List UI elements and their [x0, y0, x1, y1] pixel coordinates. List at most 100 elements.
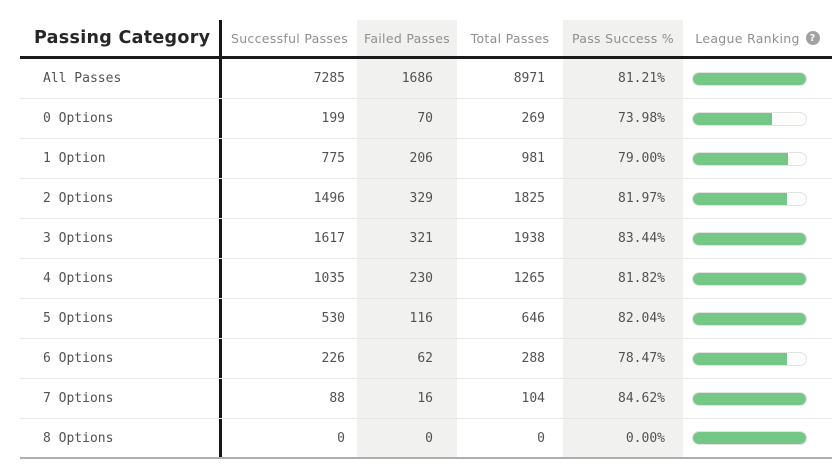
- row-successful-passes: 1617: [313, 231, 345, 246]
- league-ranking-bar-track: [692, 191, 807, 206]
- row-failed-passes: 230: [357, 259, 457, 298]
- row-pass-success-pct: 73.98%: [563, 99, 683, 138]
- row-successful-passes: 88: [329, 391, 345, 406]
- col-header-pass-success-pct: Pass Success %: [563, 20, 683, 56]
- row-total-passes: 646: [521, 311, 545, 326]
- row-successful-passes: 1496: [313, 191, 345, 206]
- row-total-passes: 1938: [513, 231, 545, 246]
- row-category: 7 Options: [20, 379, 222, 418]
- row-total-passes: 1265: [513, 271, 545, 286]
- table-row: 7 Options 88 16 104 84.62%: [20, 379, 832, 419]
- row-pass-success-pct: 81.21%: [563, 59, 683, 98]
- row-pass-success-pct: 81.97%: [563, 179, 683, 218]
- league-ranking-bar-fill: [693, 392, 806, 405]
- row-successful-passes: 530: [321, 311, 345, 326]
- row-total-passes: 1825: [513, 191, 545, 206]
- row-league-ranking-cell: [683, 379, 832, 418]
- league-ranking-bar-track: [692, 151, 807, 166]
- league-ranking-bar-fill: [693, 312, 806, 325]
- league-ranking-bar-fill: [693, 112, 773, 125]
- table-row: 0 Options 199 70 269 73.98%: [20, 99, 832, 139]
- league-ranking-bar-fill: [693, 432, 806, 444]
- league-ranking-bar-track: [692, 311, 807, 326]
- row-category: 8 Options: [20, 419, 222, 457]
- league-ranking-bar-track: [692, 231, 807, 246]
- league-ranking-bar-fill: [693, 352, 787, 365]
- row-pass-success-pct: 78.47%: [563, 339, 683, 378]
- table-row: 4 Options 1035 230 1265 81.82%: [20, 259, 832, 299]
- row-pass-success-pct: 83.44%: [563, 219, 683, 258]
- row-failed-passes: 116: [357, 299, 457, 338]
- row-total-passes: 981: [521, 151, 545, 166]
- row-total-passes: 8971: [513, 71, 545, 86]
- table-row: 1 Option 775 206 981 79.00%: [20, 139, 832, 179]
- row-league-ranking-cell: [683, 219, 832, 258]
- league-ranking-bar-fill: [693, 72, 806, 85]
- row-category: All Passes: [20, 59, 222, 98]
- row-successful-passes: 226: [321, 351, 345, 366]
- row-category: 1 Option: [20, 139, 222, 178]
- passing-stats-table: Passing Category Successful Passes Faile…: [20, 20, 832, 459]
- league-ranking-bar-fill: [693, 192, 787, 205]
- row-failed-passes: 321: [357, 219, 457, 258]
- col-header-total-passes: Total Passes: [470, 30, 550, 46]
- table-body: All Passes 7285 1686 8971 81.21% 0 Optio…: [20, 59, 832, 459]
- table-row: All Passes 7285 1686 8971 81.21%: [20, 59, 832, 99]
- row-pass-success-pct: 84.62%: [563, 379, 683, 418]
- row-total-passes: 104: [521, 391, 545, 406]
- col-header-failed-passes: Failed Passes: [357, 20, 457, 56]
- row-league-ranking-cell: [683, 99, 832, 138]
- row-failed-passes: 62: [357, 339, 457, 378]
- row-category: 4 Options: [20, 259, 222, 298]
- row-total-passes: 269: [521, 111, 545, 126]
- row-league-ranking-cell: [683, 339, 832, 378]
- row-total-passes: 0: [537, 430, 545, 446]
- league-ranking-bar-track: [692, 351, 807, 366]
- row-total-passes: 288: [521, 351, 545, 366]
- league-ranking-bar-fill: [693, 152, 788, 165]
- row-failed-passes: 206: [357, 139, 457, 178]
- row-failed-passes: 1686: [357, 59, 457, 98]
- league-ranking-bar-fill: [693, 232, 806, 245]
- col-header-successful-passes: Successful Passes: [230, 30, 349, 46]
- table-row: 8 Options 0 0 0 0.00%: [20, 419, 832, 459]
- row-category: 0 Options: [20, 99, 222, 138]
- row-successful-passes: 199: [321, 111, 345, 126]
- row-successful-passes: 7285: [313, 71, 345, 86]
- row-successful-passes: 0: [337, 430, 345, 446]
- table-header-row: Passing Category Successful Passes Faile…: [20, 20, 832, 59]
- row-category: 2 Options: [20, 179, 222, 218]
- league-ranking-bar-track: [692, 271, 807, 286]
- row-category: 6 Options: [20, 339, 222, 378]
- row-failed-passes: 16: [357, 379, 457, 418]
- league-ranking-bar-track: [692, 71, 807, 86]
- row-successful-passes: 775: [321, 151, 345, 166]
- row-pass-success-pct: 79.00%: [563, 139, 683, 178]
- row-failed-passes: 70: [357, 99, 457, 138]
- row-pass-success-pct: 82.04%: [563, 299, 683, 338]
- league-ranking-bar-track: [692, 431, 807, 445]
- row-failed-passes: 0: [357, 419, 457, 457]
- league-ranking-bar-track: [692, 111, 807, 126]
- table-row: 6 Options 226 62 288 78.47%: [20, 339, 832, 379]
- table-row: 5 Options 530 116 646 82.04%: [20, 299, 832, 339]
- row-league-ranking-cell: [683, 419, 832, 457]
- row-successful-passes: 1035: [313, 271, 345, 286]
- league-ranking-bar-fill: [693, 272, 806, 285]
- row-league-ranking-cell: [683, 179, 832, 218]
- table-row: 3 Options 1617 321 1938 83.44%: [20, 219, 832, 259]
- help-icon[interactable]: ?: [805, 31, 820, 45]
- row-category: 3 Options: [20, 219, 222, 258]
- row-league-ranking-cell: [683, 259, 832, 298]
- table-title: Passing Category: [20, 20, 222, 56]
- league-ranking-bar-track: [692, 391, 807, 406]
- row-category: 5 Options: [20, 299, 222, 338]
- row-league-ranking-cell: [683, 59, 832, 98]
- league-ranking-label: League Ranking: [695, 30, 800, 46]
- row-league-ranking-cell: [683, 139, 832, 178]
- col-header-league-ranking: League Ranking ?: [683, 20, 832, 56]
- row-league-ranking-cell: [683, 299, 832, 338]
- row-pass-success-pct: 81.82%: [563, 259, 683, 298]
- row-pass-success-pct: 0.00%: [563, 419, 683, 457]
- row-failed-passes: 329: [357, 179, 457, 218]
